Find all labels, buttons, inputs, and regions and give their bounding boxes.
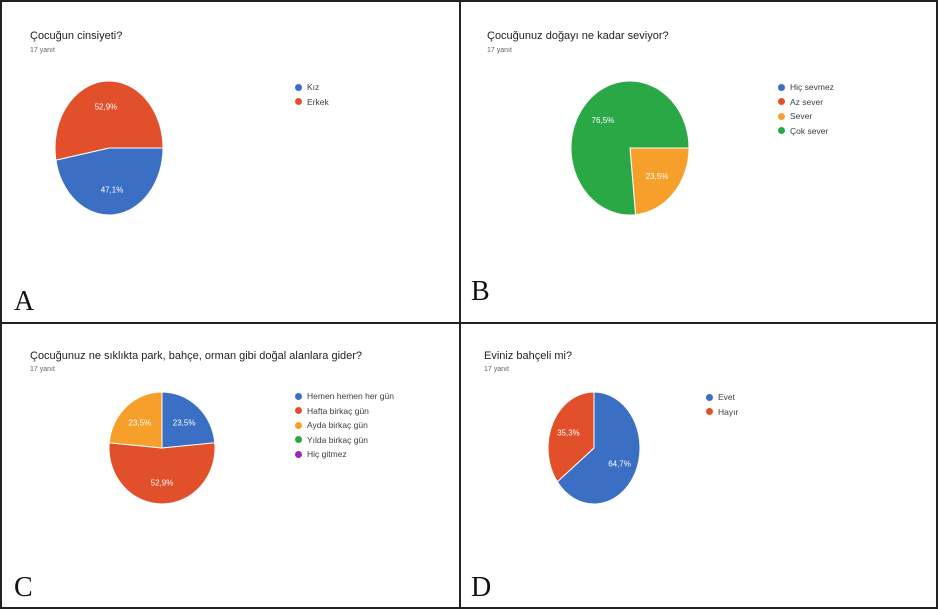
pie-slice-hayır xyxy=(547,391,595,483)
legend-label: Yılda birkaç gün xyxy=(307,434,368,445)
pie-chart-d: 64,7% 35,3% xyxy=(547,391,641,505)
pie-slice-hemen-hemen-her-gün xyxy=(161,391,216,449)
chart-legend: Hemen hemen her gün Hafta birkaç gün Ayda … xyxy=(295,389,394,462)
border-top xyxy=(0,0,938,2)
slice-data-label: 47,1% xyxy=(101,185,124,194)
legend-label: Hemen hemen her gün xyxy=(307,391,394,402)
panel-a: Çocuğun cinsiyeti? 17 yanıt 47,1% 52,9% K… xyxy=(2,2,459,322)
chart-title: Eviniz bahçeli mi? xyxy=(484,350,573,362)
border-bottom xyxy=(0,607,938,609)
legend-item: Kız xyxy=(295,80,329,95)
legend-swatch xyxy=(295,436,302,444)
pie-chart-b: 23,5% 76,5% xyxy=(570,80,690,216)
panel-letter: C xyxy=(14,572,33,603)
pie-slice-sever xyxy=(629,147,690,216)
legend-item: Evet xyxy=(706,390,738,405)
pie-slice-kız xyxy=(55,147,164,216)
chart-legend: Hiç sevmez Az sever Sever Çok sever xyxy=(778,80,834,138)
legend-swatch xyxy=(295,98,302,106)
legend-swatch xyxy=(778,83,785,91)
legend-item: Az sever xyxy=(778,95,834,110)
border-vertical-divider xyxy=(459,0,461,609)
legend-label: Hafta birkaç gün xyxy=(307,405,369,416)
chart-subtitle: 17 yanıt xyxy=(487,47,512,54)
legend-item: Erkek xyxy=(295,95,329,110)
pie-slice-hafta-birkaç-gün xyxy=(108,442,216,505)
panel-c: Çocuğunuz ne sıklıkta park, bahçe, orman… xyxy=(2,324,459,607)
legend-label: Kız xyxy=(307,82,320,93)
legend-item: Hiç gitmez xyxy=(295,447,394,462)
legend-label: Hayır xyxy=(718,406,739,417)
panel-letter: D xyxy=(471,572,492,603)
pie-chart-a: 47,1% 52,9% xyxy=(54,80,164,216)
legend-swatch xyxy=(295,407,302,415)
legend-label: Çok sever xyxy=(790,125,829,136)
chart-subtitle: 17 yanıt xyxy=(30,47,55,54)
panel-d: Eviniz bahçeli mi? 17 yanıt 64,7% 35,3% E… xyxy=(461,324,936,607)
slice-data-label: 76,5% xyxy=(592,116,615,125)
border-horizontal-divider xyxy=(0,322,938,324)
legend-label: Erkek xyxy=(307,96,329,107)
legend-swatch xyxy=(295,83,302,91)
chart-title: Çocuğunuz ne sıklıkta park, bahçe, orman… xyxy=(30,350,363,362)
legend-swatch xyxy=(778,112,785,120)
panel-letter: A xyxy=(14,286,35,317)
legend-label: Hiç gitmez xyxy=(307,449,347,460)
panel-b: Çocuğunuz doğayı ne kadar seviyor? 17 ya… xyxy=(461,2,936,322)
legend-item: Sever xyxy=(778,109,834,124)
legend-swatch xyxy=(295,421,302,429)
chart-title: Çocuğunuz doğayı ne kadar seviyor? xyxy=(487,30,669,42)
border-left xyxy=(0,0,2,609)
legend-swatch xyxy=(295,392,302,400)
pie-chart-c: 23,5% 52,9% 23,5% xyxy=(108,391,216,505)
chart-title: Çocuğun cinsiyeti? xyxy=(30,30,123,42)
panel-letter: B xyxy=(471,276,490,307)
legend-swatch xyxy=(706,393,713,401)
legend-item: Çok sever xyxy=(778,124,834,139)
chart-subtitle: 17 yanıt xyxy=(30,366,55,373)
legend-swatch xyxy=(778,127,785,135)
legend-label: Hiç sevmez xyxy=(790,82,834,93)
pie-slice-erkek xyxy=(54,80,164,161)
legend-item: Hafta birkaç gün xyxy=(295,404,394,419)
slice-data-label: 52,9% xyxy=(151,479,174,488)
legend-label: Az sever xyxy=(790,96,824,107)
slice-data-label: 23,5% xyxy=(129,418,152,427)
legend-item: Hemen hemen her gün xyxy=(295,389,394,404)
pie-slice-ayda-birkaç-gün xyxy=(108,391,163,449)
legend-swatch xyxy=(706,408,713,416)
slice-data-label: 52,9% xyxy=(95,103,118,112)
chart-legend: Kız Erkek xyxy=(295,80,329,109)
legend-item: Hayır xyxy=(706,405,738,420)
slice-data-label: 23,5% xyxy=(173,418,196,427)
legend-swatch xyxy=(295,450,302,458)
legend-item: Hiç sevmez xyxy=(778,80,834,95)
slice-data-label: 64,7% xyxy=(608,459,631,468)
legend-label: Evet xyxy=(718,392,736,403)
slice-data-label: 35,3% xyxy=(557,429,580,438)
slice-data-label: 23,5% xyxy=(646,172,669,181)
chart-subtitle: 17 yanıt xyxy=(484,366,509,373)
pie-slice-çok-sever xyxy=(570,80,690,216)
border-right xyxy=(936,0,938,609)
legend-item: Ayda birkaç gün xyxy=(295,418,394,433)
pie-slice-evet xyxy=(556,391,641,505)
legend-label: Sever xyxy=(790,111,813,122)
chart-legend: Evet Hayır xyxy=(706,390,738,419)
legend-item: Yılda birkaç gün xyxy=(295,433,394,448)
legend-swatch xyxy=(778,98,785,106)
legend-label: Ayda birkaç gün xyxy=(307,420,368,431)
